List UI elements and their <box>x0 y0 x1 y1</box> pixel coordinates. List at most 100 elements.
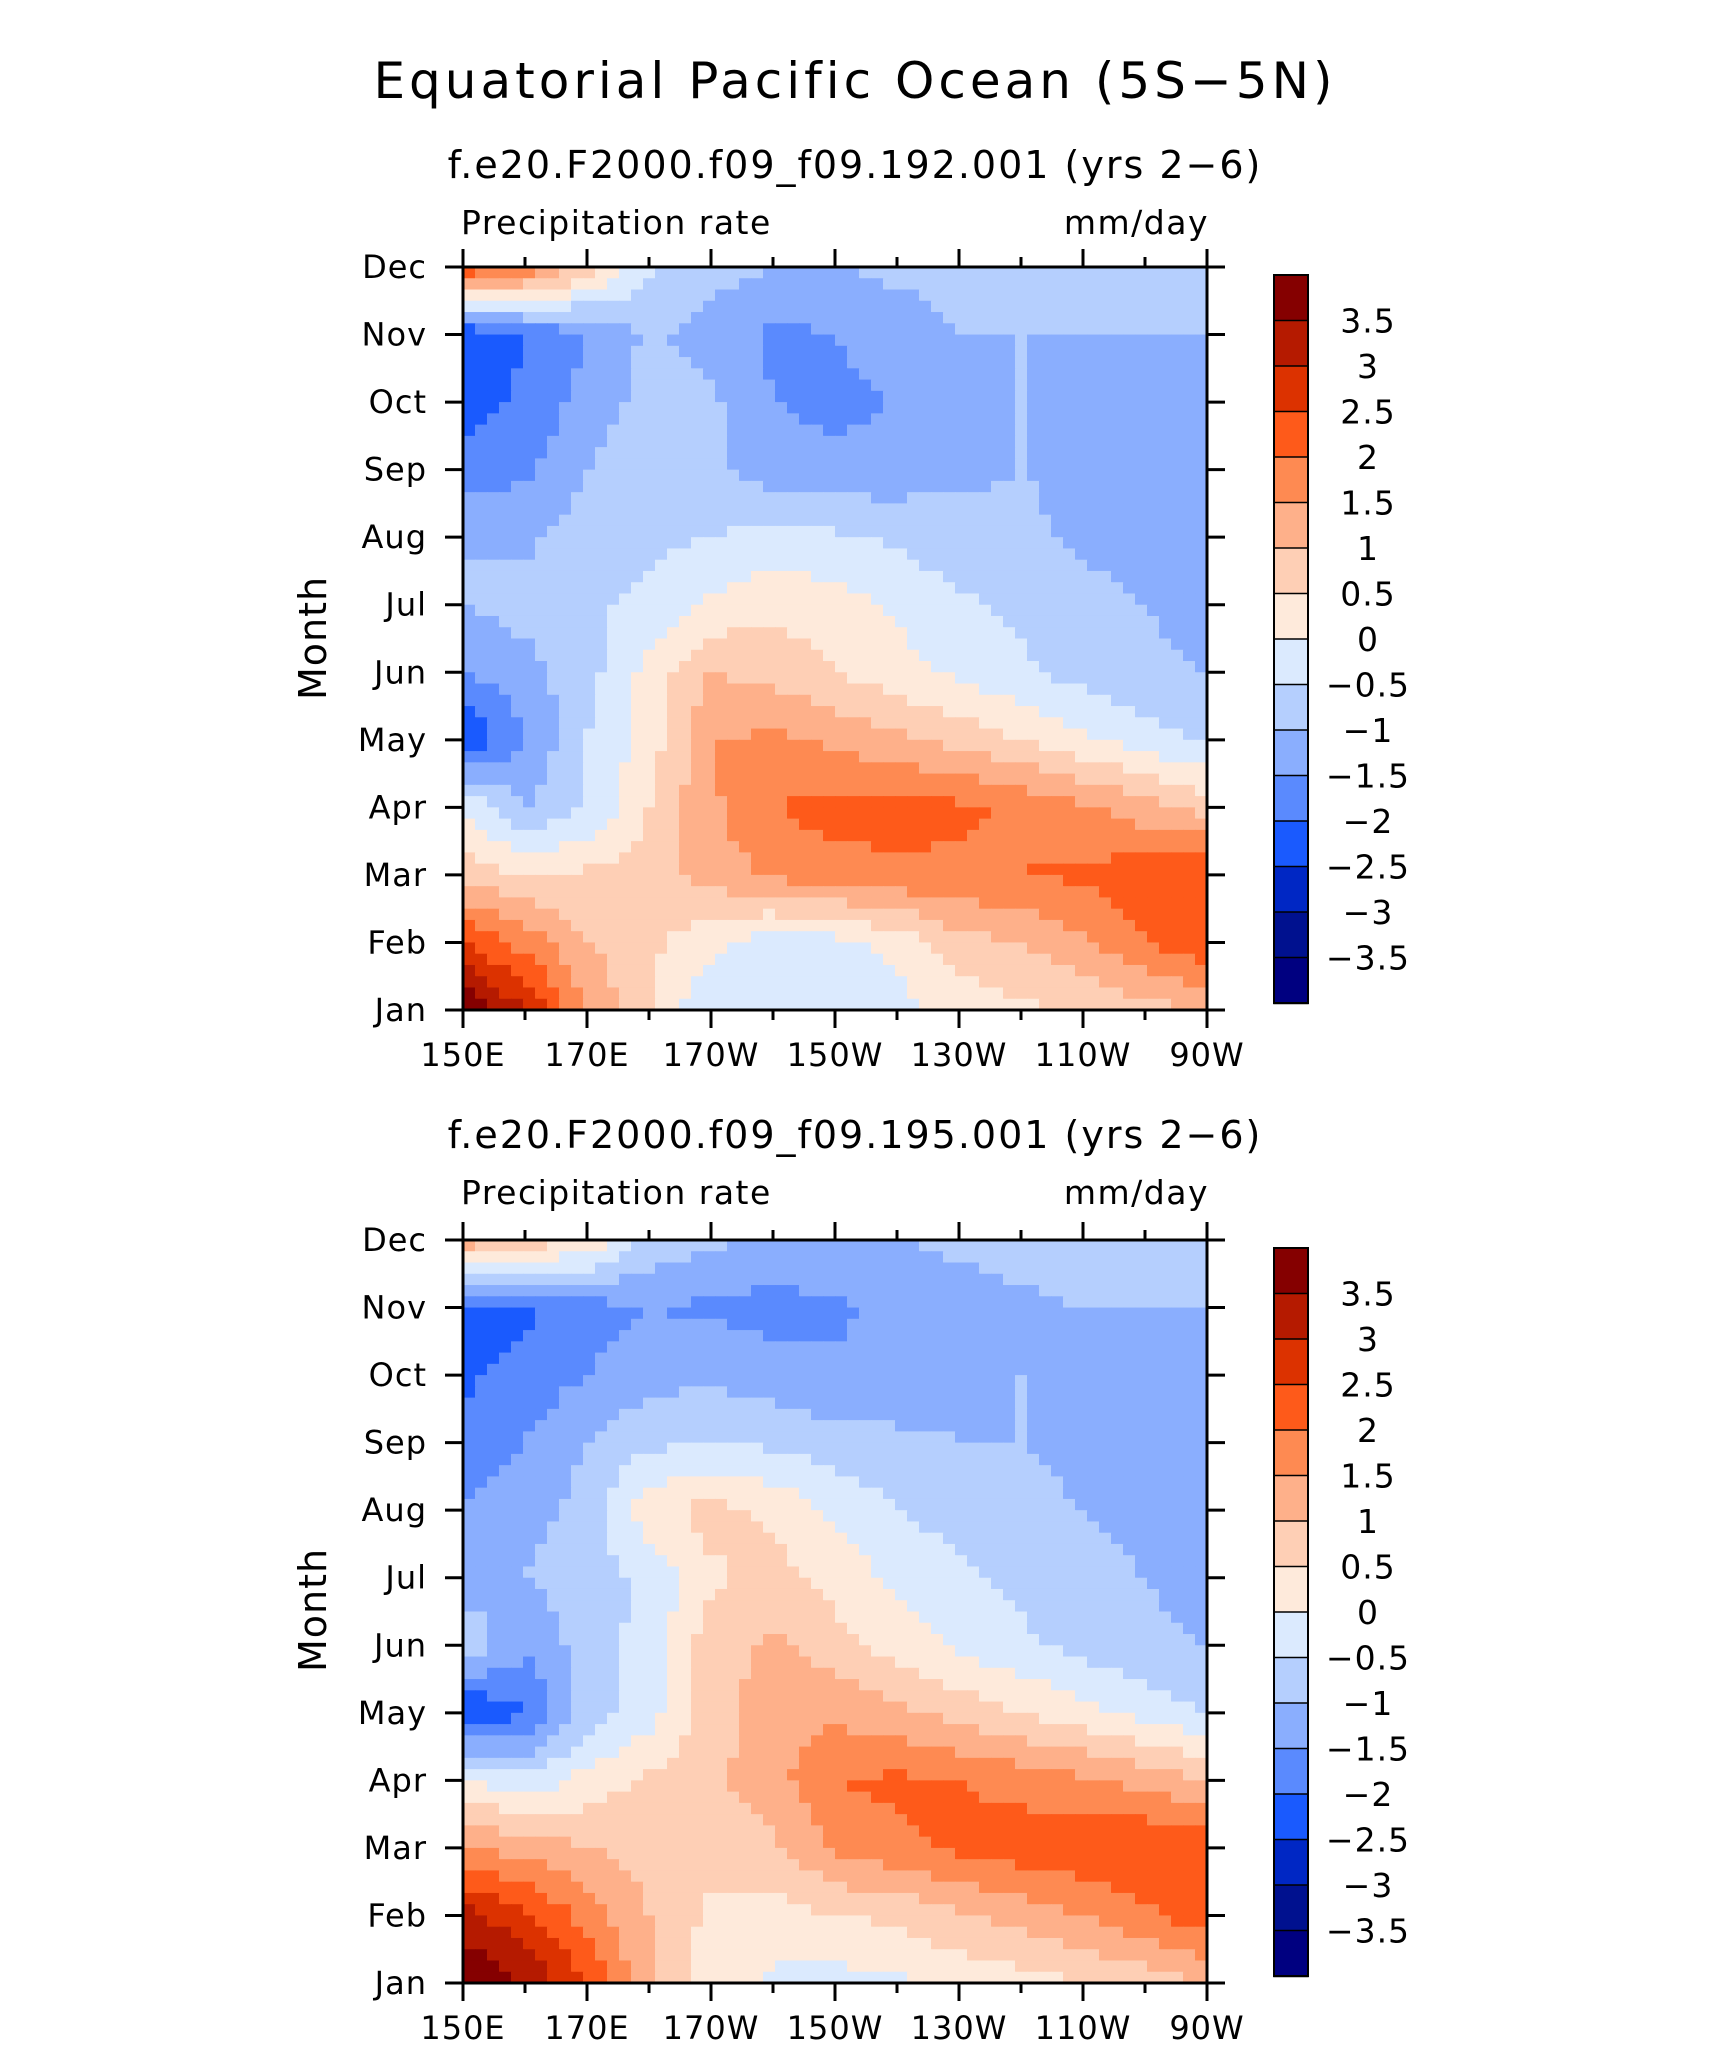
contour-cell <box>679 267 692 279</box>
contour-cell <box>919 615 932 628</box>
contour-cell <box>715 863 728 876</box>
contour-cell <box>943 480 956 493</box>
contour-cell <box>967 852 980 865</box>
contour-cell <box>679 559 692 572</box>
contour-cell <box>847 773 860 786</box>
contour-cell <box>1171 357 1184 369</box>
contour-cell <box>1039 998 1052 1011</box>
contour-cell <box>691 1341 704 1354</box>
contour-cell <box>655 672 668 685</box>
contour-cell <box>703 1262 716 1275</box>
contour-cell <box>715 1240 728 1252</box>
contour-cell <box>763 818 776 831</box>
contour-cell <box>1027 289 1040 302</box>
contour-cell <box>1051 874 1064 887</box>
contour-cell <box>667 312 680 324</box>
contour-cell <box>619 919 632 932</box>
contour-cell <box>787 1363 800 1376</box>
contour-cell <box>619 390 632 403</box>
contour-cell <box>1039 638 1052 651</box>
contour-cell <box>775 402 788 414</box>
contour-cell <box>1015 908 1028 921</box>
contour-cell <box>1039 1285 1052 1297</box>
contour-cell <box>1087 480 1100 493</box>
contour-cell <box>883 964 896 977</box>
contour-cell <box>775 908 788 921</box>
contour-cell <box>775 931 788 944</box>
contour-cell <box>1195 492 1208 505</box>
contour-cell <box>955 953 968 966</box>
contour-cell <box>883 593 896 606</box>
contour-cell <box>895 1363 908 1376</box>
contour-cell <box>1003 998 1016 1011</box>
contour-cell <box>883 874 896 887</box>
contour-cell <box>475 964 488 977</box>
contour-cell <box>883 773 896 786</box>
contour-cell <box>919 683 932 696</box>
contour-cell <box>1159 784 1172 797</box>
contour-cell <box>847 312 860 324</box>
contour-cell <box>619 987 632 1000</box>
contour-cell <box>955 773 968 786</box>
contour-cell <box>1039 1273 1052 1286</box>
contour-cell <box>751 649 764 662</box>
contour-cell <box>667 379 680 392</box>
contour-cell <box>955 728 968 741</box>
contour-cell <box>571 1296 584 1309</box>
contour-cell <box>811 435 824 448</box>
contour-cell <box>739 976 752 989</box>
contour-cell <box>799 841 812 853</box>
contour-cell <box>511 874 524 887</box>
contour-cell <box>811 852 824 865</box>
contour-cell <box>763 1318 776 1331</box>
contour-cell <box>751 267 764 279</box>
contour-cell <box>871 1285 884 1297</box>
contour-cell <box>1171 458 1184 471</box>
contour-cell <box>475 1318 488 1331</box>
contour-cell <box>1075 537 1088 550</box>
contour-cell <box>643 1341 656 1354</box>
contour-cell <box>979 874 992 887</box>
contour-cell <box>835 1307 848 1320</box>
contour-cell <box>811 784 824 797</box>
contour-cell <box>763 739 776 752</box>
contour-cell <box>799 413 812 426</box>
contour-cell <box>547 897 560 910</box>
contour-cell <box>595 390 608 403</box>
contour-cell <box>1159 818 1172 831</box>
contour-cell <box>1183 582 1196 595</box>
contour-cell <box>871 751 884 763</box>
contour-cell <box>1039 1352 1052 1365</box>
contour-cell <box>547 537 560 550</box>
contour-cell <box>1099 627 1112 640</box>
contour-cell <box>559 1318 572 1331</box>
contour-cell <box>631 784 644 797</box>
contour-cell <box>727 897 740 910</box>
contour-cell <box>487 683 500 696</box>
contour-cell <box>463 413 476 426</box>
contour-cell <box>1087 582 1100 595</box>
contour-cell <box>1123 1352 1136 1365</box>
contour-cell <box>1135 503 1148 516</box>
contour-cell <box>607 1262 620 1275</box>
contour-cell <box>847 435 860 448</box>
contour-cell <box>691 953 704 966</box>
contour-cell <box>895 796 908 808</box>
contour-cell <box>823 593 836 606</box>
contour-cell <box>1039 796 1052 808</box>
contour-cell <box>631 435 644 448</box>
contour-cell <box>583 615 596 628</box>
contour-cell <box>883 368 896 381</box>
contour-cell <box>847 1296 860 1309</box>
contour-cell <box>1111 402 1124 414</box>
contour-cell <box>967 435 980 448</box>
contour-cell <box>979 863 992 876</box>
contour-cell <box>691 1375 704 1387</box>
contour-cell <box>919 503 932 516</box>
contour-cell <box>607 458 620 471</box>
contour-cell <box>655 604 668 617</box>
contour-cell <box>571 413 584 426</box>
contour-cell <box>1039 345 1052 358</box>
contour-cell <box>1003 537 1016 550</box>
contour-cell <box>763 300 776 313</box>
